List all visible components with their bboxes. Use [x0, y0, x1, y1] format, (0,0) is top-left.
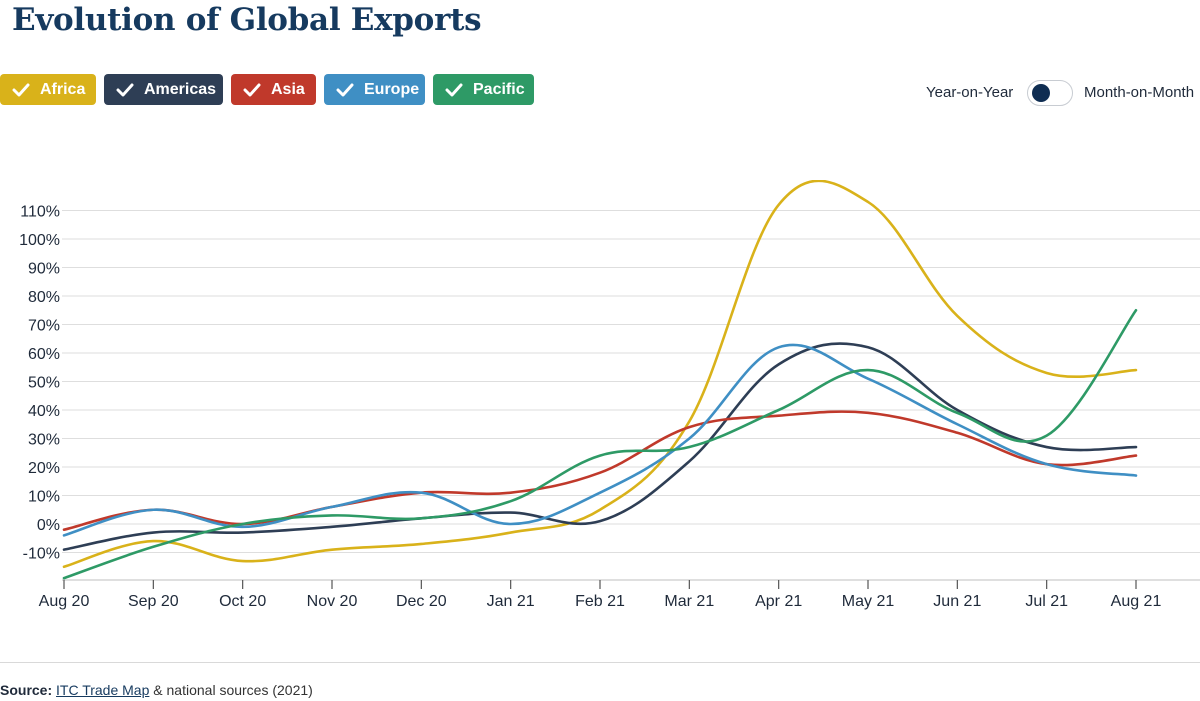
x-tick-label: Dec 20: [396, 593, 447, 610]
y-tick-label: 0%: [37, 517, 60, 534]
legend-label: Americas: [144, 80, 217, 98]
footer-divider: [0, 662, 1200, 663]
legend-item-africa[interactable]: Africa: [0, 74, 96, 105]
x-tick-label: Aug 20: [39, 593, 90, 610]
series-line-asia: [62, 410, 1138, 531]
chart-title: Evolution of Global Exports: [12, 2, 482, 38]
checkmark-icon: [243, 83, 261, 96]
y-tick-label: 100%: [19, 232, 60, 249]
checkmark-icon: [116, 83, 134, 96]
x-tick-label: Feb 21: [575, 593, 625, 610]
y-tick-label: -10%: [23, 546, 60, 563]
source-suffix: & national sources (2021): [149, 682, 313, 698]
x-tick-label: Sep 20: [128, 593, 179, 610]
checkmark-icon: [336, 83, 354, 96]
x-tick-label: May 21: [842, 593, 895, 610]
y-tick-label: 110%: [20, 204, 60, 221]
toggle-label-month-on-month[interactable]: Month-on-Month: [1084, 84, 1195, 101]
y-tick-label: 80%: [28, 289, 60, 306]
y-tick-label: 50%: [28, 375, 60, 392]
x-tick-label: Jan 21: [487, 593, 535, 610]
line-chart: -10% 0% 10% 20% 30% 40% 50% 60% 70% 80% 90% 100% 110…: [19, 180, 1200, 610]
y-tick-label: 30%: [28, 432, 60, 449]
legend-item-europe[interactable]: Europe: [324, 74, 425, 105]
series-line-americas: [62, 342, 1138, 551]
legend-label: Pacific: [473, 80, 525, 98]
x-tick-label: Nov 20: [307, 593, 358, 610]
y-tick-label: 10%: [28, 489, 60, 506]
checkmark-icon: [445, 83, 463, 96]
x-tick-label: Aug 21: [1111, 593, 1162, 610]
source-prefix: Source:: [0, 682, 53, 698]
y-tick-label: 20%: [28, 460, 60, 477]
legend-label: Asia: [271, 80, 305, 98]
x-tick-label: Jun 21: [933, 593, 981, 610]
y-tick-label: 90%: [28, 261, 60, 278]
legend-item-americas[interactable]: Americas: [104, 74, 223, 105]
y-tick-label: 40%: [28, 403, 60, 420]
series-line-pacific: [62, 308, 1138, 580]
x-tick-label: Jul 21: [1025, 593, 1068, 610]
x-tick-label: Apr 21: [755, 593, 802, 610]
legend-label: Africa: [40, 80, 86, 98]
checkmark-icon: [12, 83, 30, 96]
toggle-label-year-on-year[interactable]: Year-on-Year: [926, 84, 1014, 101]
view-mode-switch[interactable]: [1027, 80, 1073, 106]
source-note: Source: ITC Trade Map & national sources…: [0, 682, 313, 698]
source-link[interactable]: ITC Trade Map: [56, 682, 150, 698]
series-line-africa: [62, 180, 1138, 569]
y-tick-label: 60%: [28, 346, 60, 363]
legend-label: Europe: [364, 80, 420, 98]
series-line-europe: [62, 343, 1138, 537]
x-tick-label: Mar 21: [664, 593, 714, 610]
y-tick-label: 70%: [28, 318, 60, 335]
switch-knob: [1032, 84, 1050, 102]
legend-item-pacific[interactable]: Pacific: [433, 74, 534, 105]
x-tick-label: Oct 20: [219, 593, 266, 610]
legend-item-asia[interactable]: Asia: [231, 74, 316, 105]
